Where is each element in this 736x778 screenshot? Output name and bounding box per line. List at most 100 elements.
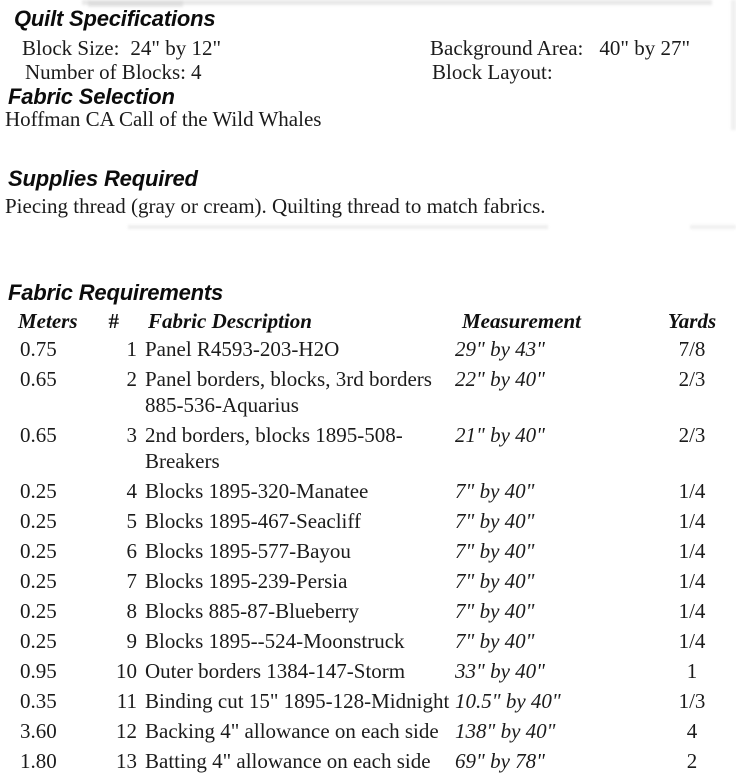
- cell-description: Blocks 885-87-Blueberry: [145, 599, 360, 623]
- spec-background-area-value: 40" by 27": [599, 36, 691, 60]
- cell-yards: 1/4: [678, 509, 706, 533]
- spec-number-of-blocks: Number of Blocks: 4: [25, 60, 201, 84]
- cell-description: 2nd borders, blocks 1895-508- Breakers: [145, 423, 403, 473]
- fabric-table-body: 0.75 1 Panel R4593-203-H2O 29" by 43" 7/8 0.6…: [0, 336, 736, 778]
- column-header-fabric-description: Fabric Description: [148, 309, 312, 333]
- scan-artifact: [128, 225, 548, 229]
- cell-description: Panel borders, blocks, 3rd borders 885-5…: [145, 367, 432, 417]
- scan-artifact: [82, 0, 712, 5]
- cell-measurement: 138" by 40": [455, 719, 556, 743]
- spec-block-layout: Block Layout:: [432, 60, 558, 84]
- cell-yards: 1: [686, 659, 698, 683]
- cell-description: Blocks 1895-320-Manatee: [145, 479, 369, 503]
- cell-yards: 1/4: [678, 599, 706, 623]
- cell-meters: 0.25: [20, 569, 57, 593]
- cell-yards: 1/4: [678, 479, 706, 503]
- cell-num: 8: [126, 599, 138, 623]
- cell-description: Blocks 1895-577-Bayou: [145, 539, 351, 563]
- cell-meters: 0.25: [20, 629, 57, 653]
- cell-yards: 1/4: [678, 629, 706, 653]
- cell-yards: 2/3: [678, 423, 706, 447]
- table-row: 0.25 7 Blocks 1895-239-Persia 7" by 40" 1/4: [0, 568, 736, 594]
- cell-meters: 3.60: [20, 719, 57, 743]
- fabric-selection-text: Hoffman CA Call of the Wild Whales: [5, 107, 322, 131]
- cell-num: 11: [116, 689, 137, 713]
- spec-block-size: Block Size: 24" by 12": [22, 36, 221, 60]
- cell-measurement: 7" by 40": [455, 569, 535, 593]
- cell-num: 3: [126, 423, 138, 447]
- table-row: 0.95 10 Outer borders 1384-147-Storm 33" by…: [0, 658, 736, 684]
- cell-measurement: 7" by 40": [455, 629, 535, 653]
- table-row: 0.65 3 2nd borders, blocks 1895-508- Break…: [0, 422, 736, 474]
- supplies-required-heading: Supplies Required: [8, 166, 198, 191]
- quilt-specifications-heading: Quilt Specifications: [14, 6, 216, 31]
- cell-description: Blocks 1895-467-Seacliff: [145, 509, 361, 533]
- cell-num: 5: [126, 509, 138, 533]
- cell-yards: 2/3: [678, 367, 706, 391]
- spec-number-of-blocks-value: 4: [190, 60, 202, 84]
- cell-measurement: 33" by 40": [455, 659, 545, 683]
- cell-measurement: 7" by 40": [455, 509, 535, 533]
- cell-description: Panel R4593-203-H2O: [145, 337, 340, 361]
- cell-measurement: 7" by 40": [455, 539, 535, 563]
- cell-description: Binding cut 15" 1895-128-Midnight: [145, 689, 450, 713]
- fabric-selection-heading: Fabric Selection: [8, 84, 175, 109]
- cell-num: 1: [126, 337, 138, 361]
- cell-num: 4: [126, 479, 138, 503]
- cell-measurement: 29" by 43": [455, 337, 545, 361]
- table-row: 0.25 8 Blocks 885-87-Blueberry 7" by 40" 1/4: [0, 598, 736, 624]
- cell-meters: 1.80: [20, 749, 57, 773]
- cell-description: Batting 4" allowance on each side: [145, 749, 431, 773]
- scan-artifact: [690, 225, 736, 229]
- cell-yards: 1/3: [678, 689, 706, 713]
- cell-meters: 0.95: [20, 659, 57, 683]
- spec-background-area-label: Background Area:: [430, 36, 584, 60]
- supplies-required-text: Piecing thread (gray or cream). Quilting…: [5, 194, 546, 218]
- column-header-number: #: [108, 309, 120, 333]
- table-row: 3.60 12 Backing 4" allowance on each side 1…: [0, 718, 736, 744]
- spec-number-of-blocks-label: Number of Blocks:: [25, 60, 186, 84]
- table-row: 0.35 11 Binding cut 15" 1895-128-Midnight 1…: [0, 688, 736, 714]
- cell-meters: 0.25: [20, 479, 57, 503]
- cell-meters: 0.25: [20, 509, 57, 533]
- cell-measurement: 7" by 40": [455, 479, 535, 503]
- cell-meters: 0.25: [20, 599, 57, 623]
- column-header-measurement: Measurement: [462, 309, 582, 333]
- cell-num: 2: [126, 367, 138, 391]
- cell-description: Backing 4" allowance on each side: [145, 719, 439, 743]
- table-row: 0.25 4 Blocks 1895-320-Manatee 7" by 40" 1/4: [0, 478, 736, 504]
- cell-meters: 0.65: [20, 367, 57, 391]
- table-row: 0.75 1 Panel R4593-203-H2O 29" by 43" 7/8: [0, 336, 736, 362]
- cell-measurement: 69" by 78": [455, 749, 545, 773]
- spec-background-area: Background Area: 40" by 27": [430, 36, 690, 60]
- cell-num: 7: [126, 569, 138, 593]
- cell-description: Outer borders 1384-147-Storm: [145, 659, 406, 683]
- table-row: 0.25 9 Blocks 1895--524-Moonstruck 7" by 40…: [0, 628, 736, 654]
- fabric-requirements-heading: Fabric Requirements: [8, 280, 224, 305]
- cell-yards: 1/4: [678, 539, 706, 563]
- cell-measurement: 7" by 40": [455, 599, 535, 623]
- cell-meters: 0.75: [20, 337, 57, 361]
- cell-num: 13: [116, 749, 137, 773]
- spec-block-size-label: Block Size:: [22, 36, 120, 60]
- cell-num: 9: [126, 629, 138, 653]
- cell-yards: 4: [686, 719, 698, 743]
- cell-meters: 0.65: [20, 423, 57, 447]
- table-row: 0.65 2 Panel borders, blocks, 3rd borders …: [0, 366, 736, 418]
- cell-meters: 0.25: [20, 539, 57, 563]
- cell-yards: 1/4: [678, 569, 706, 593]
- table-row: 0.25 5 Blocks 1895-467-Seacliff 7" by 40" 1/…: [0, 508, 736, 534]
- column-header-meters: Meters: [18, 309, 78, 333]
- cell-meters: 0.35: [20, 689, 57, 713]
- cell-yards: 7/8: [678, 337, 706, 361]
- spec-block-size-value: 24" by 12": [130, 36, 222, 60]
- scan-artifact: [731, 0, 736, 130]
- spec-block-layout-label: Block Layout:: [432, 60, 553, 84]
- cell-measurement: 10.5" by 40": [455, 689, 561, 713]
- cell-description: Blocks 1895-239-Persia: [145, 569, 348, 593]
- cell-num: 6: [126, 539, 138, 563]
- cell-measurement: 22" by 40": [455, 367, 545, 391]
- cell-measurement: 21" by 40": [455, 423, 545, 447]
- cell-num: 12: [116, 719, 137, 743]
